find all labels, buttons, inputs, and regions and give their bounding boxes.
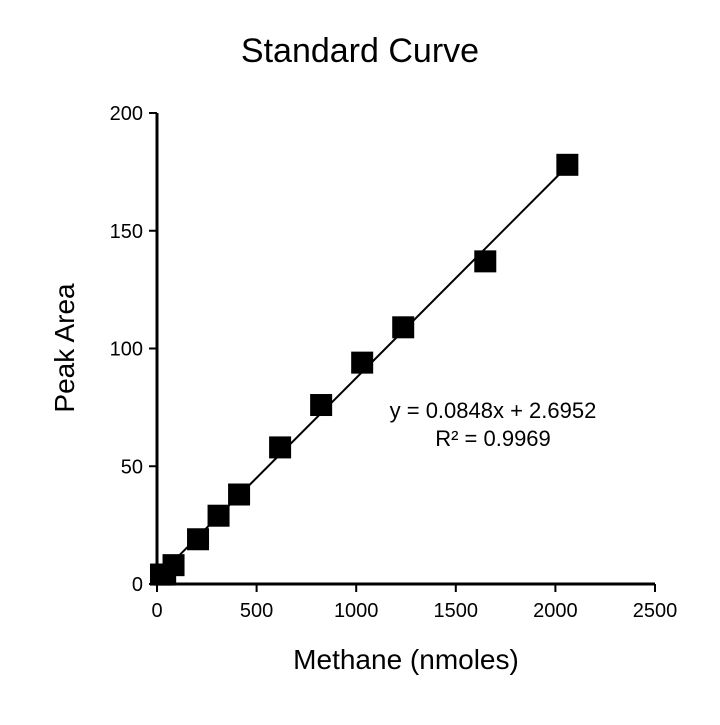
y-tick-label: 0	[132, 574, 143, 596]
data-point-marker	[474, 250, 497, 273]
chart-title: Standard Curve	[241, 32, 479, 70]
plot-area	[149, 153, 579, 586]
data-point-marker	[162, 554, 185, 577]
x-axis-title: Methane (nmoles)	[293, 644, 519, 675]
data-point-marker	[556, 153, 579, 176]
data-point-marker	[392, 316, 415, 339]
data-point-marker	[228, 483, 251, 506]
y-tick-label: 100	[110, 339, 143, 361]
y-axis-ticks: 0 50 100 150 200	[110, 103, 157, 596]
data-point-marker	[187, 528, 210, 551]
data-point-marker	[351, 351, 374, 374]
x-axis-ticks: 0 500 1000 1500 2000 2500	[151, 584, 677, 622]
trendline-equation: y = 0.0848x + 2.6952	[390, 398, 597, 423]
x-tick-label: 2000	[533, 600, 578, 622]
data-point-marker	[310, 394, 333, 417]
x-tick-label: 1000	[334, 600, 379, 622]
y-tick-label: 50	[121, 456, 143, 478]
trendline-r-squared: R² = 0.9969	[435, 426, 551, 451]
y-axis-title: Peak Area	[49, 283, 80, 413]
x-tick-label: 0	[151, 600, 162, 622]
data-point-marker	[207, 504, 230, 527]
x-tick-label: 500	[240, 600, 273, 622]
y-tick-label: 200	[110, 103, 143, 125]
y-tick-label: 150	[110, 221, 143, 243]
x-tick-label: 1500	[434, 600, 479, 622]
x-tick-label: 2500	[633, 600, 678, 622]
data-point-marker	[269, 436, 292, 459]
